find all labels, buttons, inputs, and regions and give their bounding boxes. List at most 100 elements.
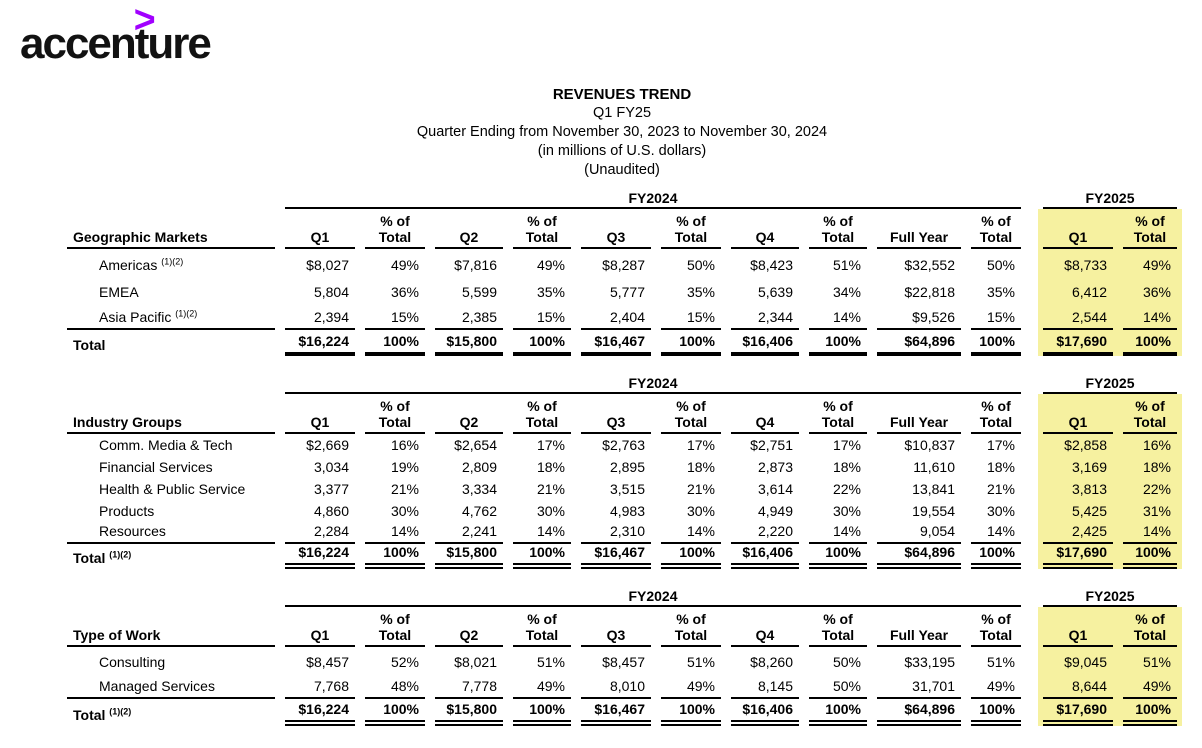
table-cell: 4,949 (726, 500, 804, 522)
cell-value: $32,552 (904, 257, 955, 273)
row-label-text: Resources (99, 523, 166, 539)
cell-value: 4,983 (609, 503, 645, 519)
total-value: $64,896 (877, 544, 961, 569)
total-value: $15,800 (435, 333, 503, 356)
total-cell: 100% (966, 544, 1032, 569)
row-label-text: Products (99, 503, 155, 519)
cell-value: 36% (1142, 284, 1171, 300)
table-cell: 2,809 (430, 456, 508, 478)
total-cell: 100% (1118, 330, 1182, 356)
table-cell: 3,334 (430, 478, 508, 500)
cell-value: 5,639 (757, 284, 793, 300)
cell-value: 30% (986, 503, 1015, 519)
column-header-row: Geographic Markets Q1% of Total Q2% of Total… (62, 209, 1182, 249)
total-line: Total (674, 414, 708, 430)
document-subtitle-quarter: Q1 FY25 (592, 105, 652, 121)
total-cell: 100% (804, 699, 872, 726)
cell-value: 14% (661, 523, 721, 544)
cell-value: 15% (365, 309, 425, 330)
section-label: Geographic Markets (67, 229, 275, 249)
cell-value: $9,526 (877, 309, 961, 330)
table-cell: 14% (804, 303, 872, 330)
column-header: % of Total (1123, 213, 1177, 249)
footnote-ref: (1)(2) (109, 706, 132, 717)
cell-value: 18% (1142, 459, 1171, 475)
cell-value: 14% (365, 523, 425, 544)
table-cell: 30% (360, 500, 430, 522)
total-cell: $16,467 (576, 699, 656, 726)
column-header: % of Total (365, 213, 425, 249)
cell-value: 19,554 (912, 503, 955, 519)
total-cell: 100% (1118, 699, 1182, 726)
table-cell: 35% (508, 276, 576, 303)
cell-value: 49% (390, 257, 419, 273)
total-value: 100% (809, 701, 867, 726)
cell-value: $2,669 (306, 437, 349, 453)
table-cell: 14% (360, 522, 430, 544)
column-header-cell: Q3 (576, 607, 656, 647)
row-label-cell: Health & Public Service (62, 478, 280, 500)
cell-value: 9,054 (877, 523, 961, 544)
cell-value: $2,763 (602, 437, 645, 453)
cell-value: 3,334 (461, 481, 497, 497)
total-line: Total (979, 229, 1013, 245)
total-cell: 100% (508, 544, 576, 569)
cell-value: 18% (832, 459, 861, 475)
total-value: $16,224 (285, 701, 355, 726)
cell-value: $8,027 (306, 257, 349, 273)
column-header-cell: % of Total (1118, 209, 1182, 249)
total-line: Total (821, 627, 855, 643)
table-cell: 14% (804, 522, 872, 544)
column-header: Q3 (581, 627, 651, 647)
cell-value: 35% (686, 284, 715, 300)
table-cell: 49% (1118, 249, 1182, 276)
table-cell: 50% (804, 673, 872, 699)
document-subtitle-period: Quarter Ending from November 30, 2023 to… (416, 124, 828, 140)
table-cell: 49% (508, 673, 576, 699)
column-header: Q1 (1043, 627, 1113, 647)
cell-value: 35% (536, 284, 565, 300)
column-header: Q1 (1043, 229, 1113, 249)
total-cell: 100% (1118, 544, 1182, 569)
total-line: Total (378, 414, 412, 430)
accenture-logo: accenture > (20, 1, 212, 66)
total-line: Total (674, 229, 708, 245)
table-geographic-markets: FY2024 FY2025 Geographic Markets Q1% of Tota… (62, 188, 1182, 356)
title-block: REVENUES TREND Q1 FY25 Quarter Ending fr… (62, 85, 1182, 180)
table-cell: 14% (966, 522, 1032, 544)
table-industry-groups: FY2024 FY2025 Industry Groups Q1% of Total Q2… (62, 373, 1182, 569)
total-value: $64,896 (877, 701, 961, 726)
cell-value: $8,021 (454, 654, 497, 670)
cell-value: 21% (986, 481, 1015, 497)
column-header-cell: % of Total (360, 607, 430, 647)
cell-value: $8,423 (750, 257, 793, 273)
total-value: $16,224 (285, 333, 355, 356)
total-cell: $16,224 (280, 544, 360, 569)
table-row-managed-services: Managed Services 7,768 48% 7,778 49% 8,010 49%… (62, 673, 1182, 699)
column-header-cell: Full Year (872, 607, 966, 647)
table-cell: $8,021 (430, 647, 508, 673)
column-header: % of Total (809, 213, 867, 249)
row-label: Resources (67, 523, 275, 544)
total-value: $16,406 (731, 333, 799, 356)
cell-value: 8,644 (1043, 678, 1113, 699)
cell-value: 7,768 (285, 678, 355, 699)
total-cell: 100% (360, 544, 430, 569)
table-cell: 15% (508, 303, 576, 330)
column-header: % of Total (971, 398, 1021, 434)
table-cell: 51% (656, 647, 726, 673)
total-cell: 100% (966, 699, 1032, 726)
table-cell: $32,552 (872, 249, 966, 276)
total-value: 100% (513, 333, 571, 356)
row-label-text: Financial Services (99, 459, 213, 475)
cell-value: 14% (971, 523, 1021, 544)
fy2025-span-cell: FY2025 (1026, 373, 1182, 394)
total-value: 100% (661, 701, 721, 726)
column-header: % of Total (365, 611, 425, 647)
table-cell: 11,610 (872, 456, 966, 478)
pct-of-line: % of (527, 611, 557, 627)
pct-of-line: % of (1135, 398, 1165, 414)
cell-value: $22,818 (904, 284, 955, 300)
table-cell: 2,544 (1026, 303, 1118, 330)
table-cell: 14% (508, 522, 576, 544)
